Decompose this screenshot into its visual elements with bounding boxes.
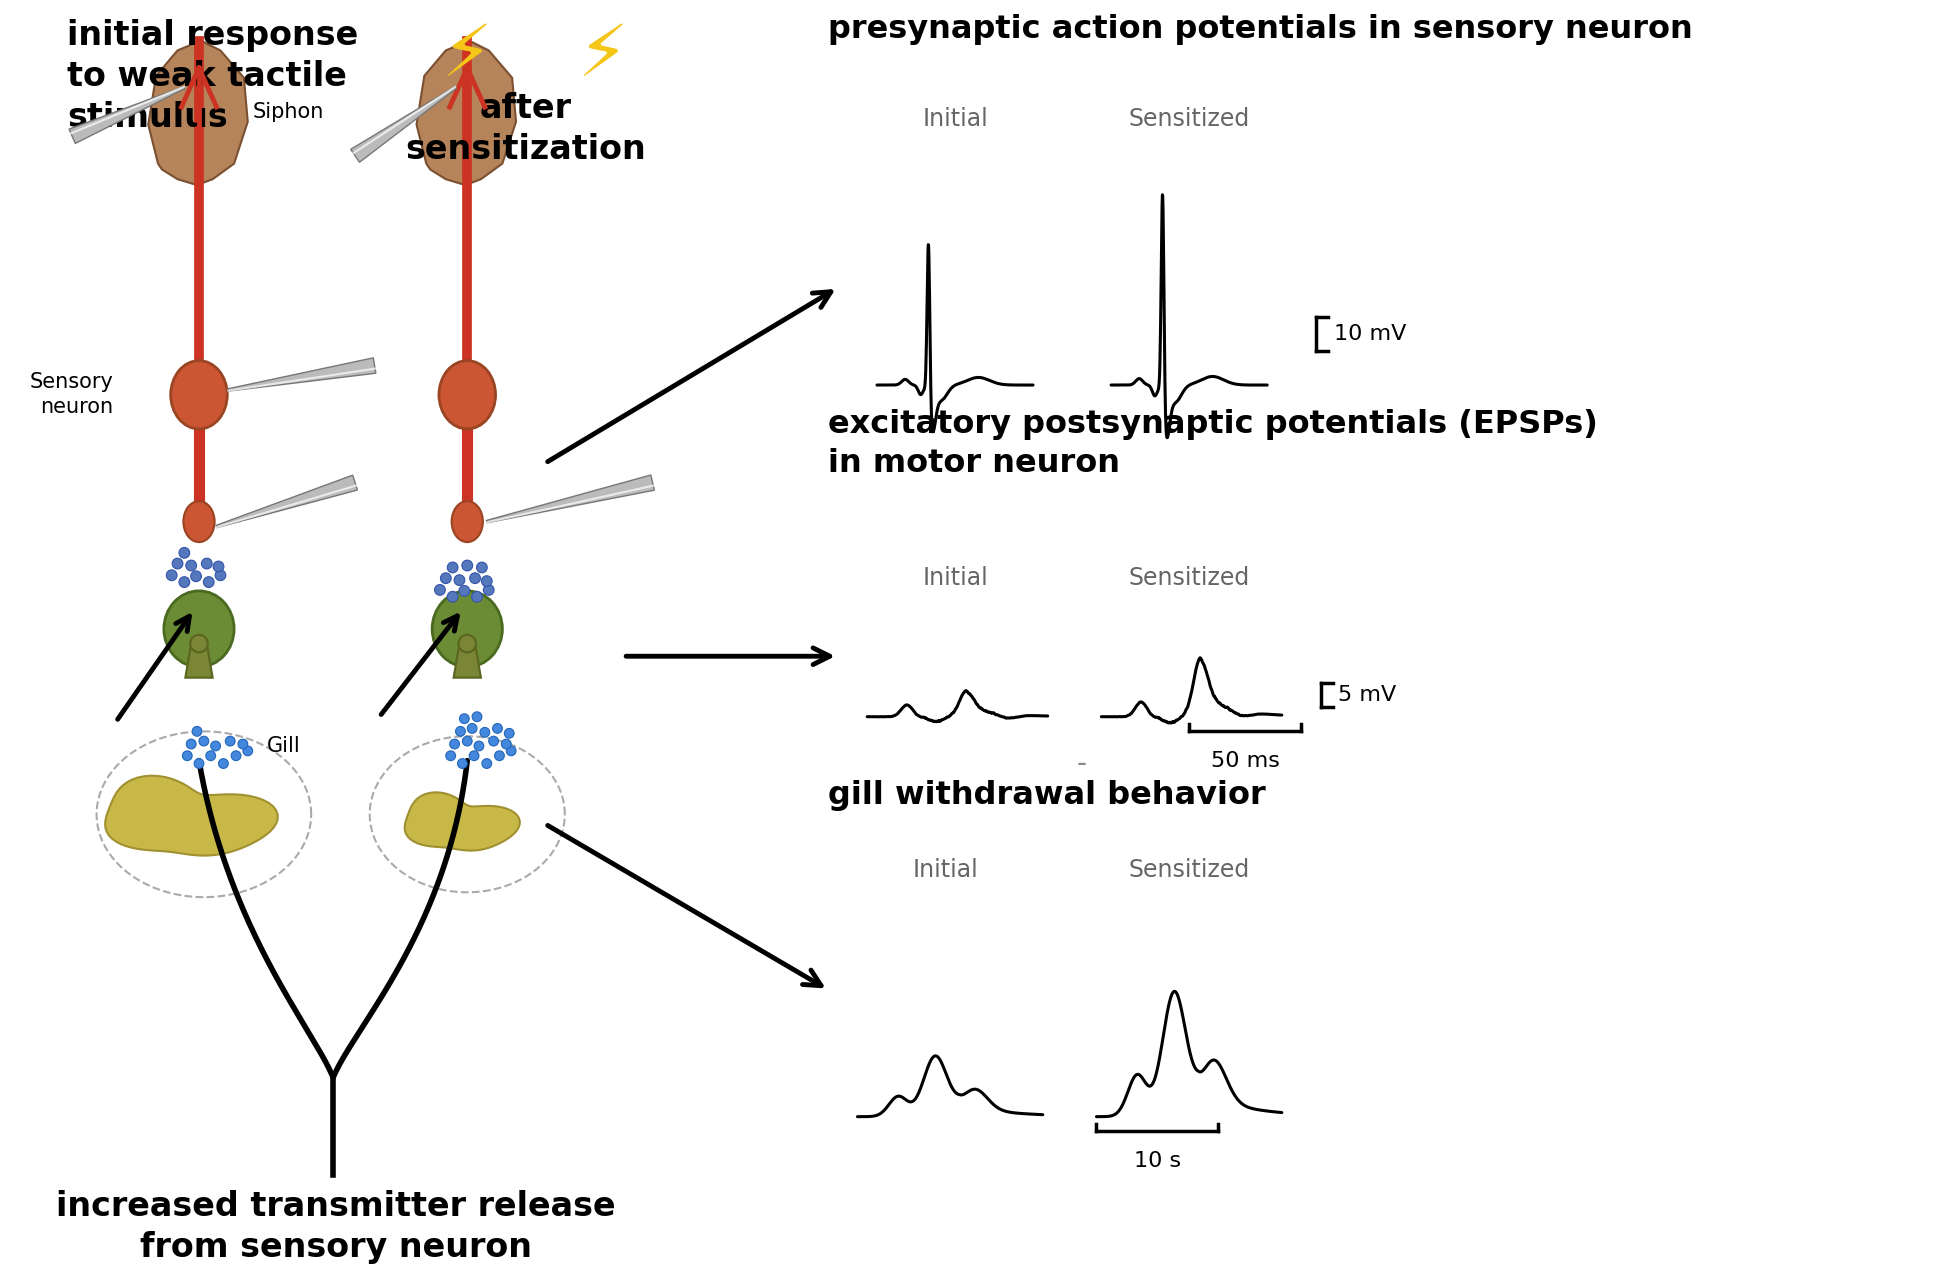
Polygon shape — [148, 41, 248, 185]
Circle shape — [182, 751, 191, 760]
Circle shape — [502, 740, 511, 749]
Text: Initial: Initial — [921, 565, 988, 590]
Text: in motor neuron: in motor neuron — [828, 449, 1120, 479]
Polygon shape — [351, 87, 457, 163]
Text: initial response
to weak tactile
stimulus: initial response to weak tactile stimulu… — [66, 19, 359, 133]
Circle shape — [205, 751, 215, 760]
Text: Sensitized: Sensitized — [1128, 106, 1249, 131]
Text: ⚡: ⚡ — [441, 22, 492, 91]
Circle shape — [166, 570, 178, 581]
Circle shape — [435, 585, 445, 595]
Text: excitatory postsynaptic potentials (EPSPs): excitatory postsynaptic potentials (EPSP… — [828, 409, 1599, 441]
Circle shape — [185, 560, 197, 570]
Circle shape — [238, 740, 248, 749]
Ellipse shape — [170, 360, 226, 429]
Circle shape — [242, 746, 252, 755]
Circle shape — [482, 576, 492, 586]
Ellipse shape — [164, 591, 234, 667]
Polygon shape — [105, 776, 277, 855]
Circle shape — [201, 558, 213, 569]
Circle shape — [172, 558, 183, 569]
Polygon shape — [404, 792, 519, 850]
Circle shape — [470, 573, 480, 583]
Circle shape — [472, 591, 482, 603]
Circle shape — [480, 727, 490, 737]
Circle shape — [455, 727, 465, 736]
Text: gill withdrawal behavior: gill withdrawal behavior — [828, 781, 1267, 812]
Polygon shape — [453, 644, 480, 678]
Text: Sensitized: Sensitized — [1128, 858, 1249, 882]
Circle shape — [474, 741, 484, 751]
Circle shape — [482, 759, 492, 768]
Circle shape — [180, 577, 189, 587]
Circle shape — [447, 562, 459, 573]
Circle shape — [215, 570, 226, 581]
Text: Gill: Gill — [267, 736, 301, 756]
Circle shape — [467, 723, 476, 733]
Circle shape — [459, 635, 476, 653]
Circle shape — [488, 736, 498, 746]
Circle shape — [455, 574, 465, 586]
Circle shape — [185, 740, 195, 749]
Text: presynaptic action potentials in sensory neuron: presynaptic action potentials in sensory… — [828, 14, 1692, 45]
Circle shape — [180, 547, 189, 558]
Text: 10 s: 10 s — [1134, 1151, 1181, 1170]
Circle shape — [230, 751, 240, 760]
Ellipse shape — [183, 501, 215, 542]
Circle shape — [191, 570, 201, 582]
Text: 50 ms: 50 ms — [1210, 751, 1281, 770]
Ellipse shape — [451, 501, 482, 542]
Circle shape — [193, 759, 203, 768]
Polygon shape — [486, 476, 654, 523]
Circle shape — [506, 746, 515, 755]
Text: Sensory
neuron: Sensory neuron — [29, 372, 113, 417]
Circle shape — [213, 562, 224, 572]
Circle shape — [189, 635, 207, 653]
Circle shape — [504, 728, 513, 738]
Circle shape — [449, 740, 459, 749]
Circle shape — [203, 577, 215, 587]
Circle shape — [472, 712, 482, 722]
Polygon shape — [228, 358, 377, 391]
Text: Initial: Initial — [921, 106, 988, 131]
Circle shape — [445, 751, 455, 760]
Ellipse shape — [439, 360, 496, 429]
Text: 10 mV: 10 mV — [1333, 324, 1405, 344]
Circle shape — [199, 736, 209, 746]
Circle shape — [459, 714, 468, 723]
Ellipse shape — [431, 591, 502, 667]
Polygon shape — [416, 41, 515, 185]
Circle shape — [211, 741, 221, 751]
Circle shape — [484, 585, 494, 595]
Polygon shape — [68, 86, 185, 144]
Circle shape — [219, 759, 228, 768]
Text: 5 mV: 5 mV — [1339, 685, 1396, 705]
Circle shape — [463, 736, 472, 746]
Polygon shape — [217, 476, 357, 528]
Text: Sensitized: Sensitized — [1128, 565, 1249, 590]
Text: Initial: Initial — [912, 858, 978, 882]
Circle shape — [441, 573, 451, 583]
Circle shape — [468, 751, 478, 760]
Circle shape — [492, 723, 502, 733]
Circle shape — [494, 751, 504, 760]
Circle shape — [459, 586, 470, 596]
Text: after
sensitization: after sensitization — [406, 92, 646, 167]
Circle shape — [476, 562, 488, 573]
Text: ⚡: ⚡ — [578, 22, 629, 91]
Polygon shape — [185, 644, 213, 678]
Circle shape — [447, 591, 459, 603]
Circle shape — [224, 736, 234, 746]
Text: increased transmitter release
from sensory neuron: increased transmitter release from senso… — [57, 1190, 615, 1264]
Circle shape — [191, 727, 201, 736]
Circle shape — [463, 560, 472, 570]
Text: -: - — [1078, 750, 1087, 778]
Circle shape — [457, 759, 467, 768]
Text: Siphon: Siphon — [252, 101, 324, 122]
